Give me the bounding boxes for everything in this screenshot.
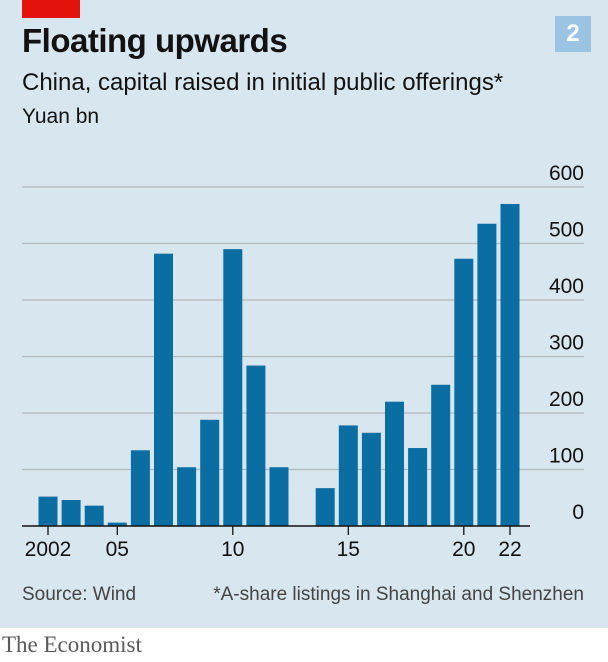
- x-tick-label: 10: [221, 538, 244, 561]
- x-tick-label: 05: [106, 538, 129, 561]
- bar: [200, 419, 220, 526]
- bar: [385, 401, 404, 526]
- brand-wordmark: The Economist: [2, 632, 142, 657]
- source-note: Source: Wind: [22, 584, 137, 605]
- x-tick-labels: 2002 05 10 15 20 22: [25, 526, 522, 561]
- bar: [84, 505, 104, 526]
- bar: [408, 448, 428, 526]
- y-tick-label: 0: [572, 501, 584, 524]
- bars: [38, 203, 520, 527]
- bar: [38, 496, 58, 526]
- chart-subtitle: China, capital raised in initial public …: [22, 69, 504, 96]
- bar: [130, 450, 150, 526]
- x-tick-label: 20: [452, 538, 475, 561]
- chart-title: Floating upwards: [22, 22, 288, 59]
- y-tick-label: 300: [549, 332, 584, 355]
- bar: [454, 258, 474, 526]
- bar: [315, 488, 335, 526]
- y-tick-label: 400: [549, 275, 584, 298]
- bar: [477, 223, 497, 526]
- y-tick-label: 500: [549, 219, 584, 242]
- footnote: *A-share listings in Shanghai and Shenzh…: [213, 584, 584, 605]
- brand-red-tag: [22, 0, 80, 18]
- x-tick-label: 2002: [25, 538, 72, 561]
- y-tick-label: 200: [549, 388, 584, 411]
- bar: [177, 467, 197, 526]
- unit-label: Yuan bn: [22, 105, 100, 128]
- bar: [154, 253, 173, 527]
- y-tick-labels: 0 100 200 300 400 500 600: [549, 162, 584, 524]
- bar: [61, 500, 81, 526]
- chart-number-badge: 2: [555, 16, 591, 52]
- bar: [500, 203, 520, 526]
- bar: [431, 384, 451, 526]
- bar-chart: 0 100 200 300 400 500 600 2002 05 10 15 20 22: [22, 162, 584, 561]
- y-tick-label: 100: [549, 445, 584, 468]
- bar: [246, 365, 266, 526]
- y-tick-label: 600: [549, 162, 584, 185]
- bar: [361, 432, 381, 526]
- bar: [223, 249, 243, 526]
- bar: [107, 522, 127, 526]
- gridlines: [22, 186, 584, 471]
- bar: [338, 425, 358, 526]
- x-tick-label: 15: [337, 538, 360, 561]
- x-tick-label: 22: [498, 538, 521, 561]
- bar: [269, 467, 289, 526]
